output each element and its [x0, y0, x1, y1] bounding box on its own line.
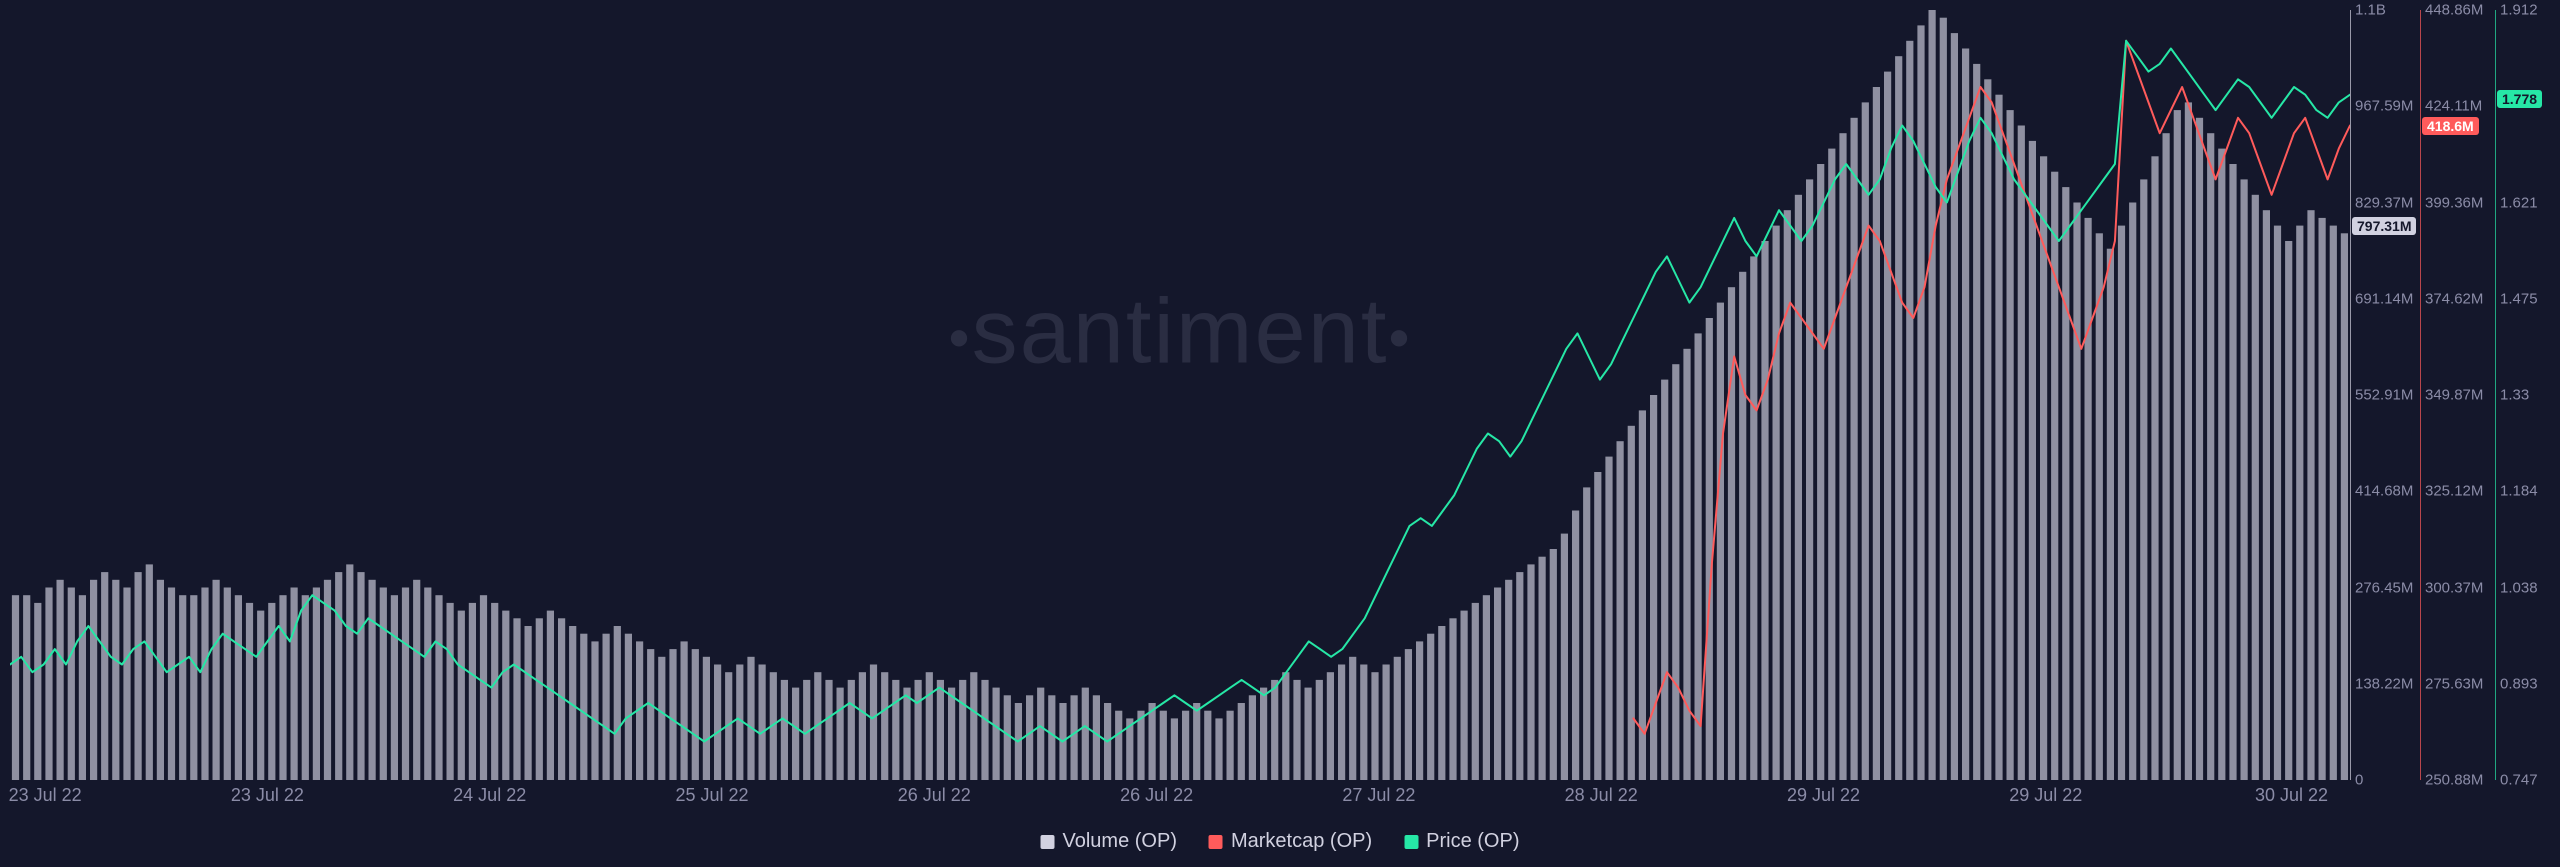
x-axis-label: 26 Jul 22 [898, 785, 971, 806]
y-tick-label: 1.1B [2355, 2, 2386, 19]
y-tick-label: 276.45M [2355, 579, 2413, 596]
y-tick-label: 399.36M [2425, 194, 2483, 211]
y-tick-label: 138.22M [2355, 675, 2413, 692]
y-tick-label: 448.86M [2425, 2, 2483, 19]
y-tick-label: 250.88M [2425, 772, 2483, 789]
x-axis-label: 29 Jul 22 [1787, 785, 1860, 806]
x-axis-label: 29 Jul 22 [2009, 785, 2082, 806]
y-tick-label: 349.87M [2425, 387, 2483, 404]
legend-item[interactable]: Volume (OP) [1041, 830, 1177, 853]
y-tick-label: 829.37M [2355, 194, 2413, 211]
y-tick-label: 1.33 [2500, 387, 2529, 404]
x-axis-label: 23 Jul 22 [231, 785, 304, 806]
x-axis-label: 26 Jul 22 [1120, 785, 1193, 806]
x-axis-label: 30 Jul 22 [2255, 785, 2328, 806]
y-tick-label: 1.475 [2500, 290, 2538, 307]
y-axes-group: 1.1B967.59M829.37M691.14M552.91M414.68M2… [2355, 10, 2555, 780]
chart-svg [10, 10, 2350, 780]
x-axis-label: 24 Jul 22 [453, 785, 526, 806]
y-tick-label: 0.893 [2500, 675, 2538, 692]
y-tick-label: 552.91M [2355, 387, 2413, 404]
y-tick-label: 424.11M [2425, 98, 2482, 115]
y-tick-label: 1.912 [2500, 2, 2538, 19]
current-value-badge: 1.778 [2497, 90, 2542, 108]
y-tick-label: 967.59M [2355, 98, 2413, 115]
y-tick-label: 1.184 [2500, 483, 2538, 500]
y-tick-label: 0 [2355, 772, 2363, 789]
x-axis-label: 23 Jul 22 [9, 785, 82, 806]
x-axis-label: 27 Jul 22 [1342, 785, 1415, 806]
legend: Volume (OP) Marketcap (OP) Price (OP) [1041, 830, 1520, 853]
y-tick-label: 0.747 [2500, 772, 2538, 789]
x-axis-label: 28 Jul 22 [1565, 785, 1638, 806]
y-tick-label: 325.12M [2425, 483, 2483, 500]
y-tick-label: 1.038 [2500, 579, 2538, 596]
legend-item[interactable]: Price (OP) [1404, 830, 1519, 853]
y-tick-label: 300.37M [2425, 579, 2483, 596]
x-axis: 23 Jul 22 23 Jul 22 24 Jul 22 25 Jul 22 26 J… [10, 785, 2350, 805]
y-tick-label: 1.621 [2500, 194, 2538, 211]
legend-swatch [1404, 835, 1418, 849]
y-tick-label: 691.14M [2355, 290, 2413, 307]
current-value-badge: 418.6M [2422, 117, 2479, 135]
y-tick-label: 275.63M [2425, 675, 2483, 692]
legend-label: Volume (OP) [1063, 830, 1177, 853]
current-value-badge: 797.31M [2352, 217, 2416, 235]
chart-area[interactable]: •santiment• [10, 10, 2350, 780]
legend-swatch [1209, 835, 1223, 849]
y-tick-label: 374.62M [2425, 290, 2483, 307]
legend-label: Price (OP) [1426, 830, 1519, 853]
legend-item[interactable]: Marketcap (OP) [1209, 830, 1372, 853]
x-axis-label: 25 Jul 22 [675, 785, 748, 806]
legend-label: Marketcap (OP) [1231, 830, 1372, 853]
y-tick-label: 414.68M [2355, 483, 2413, 500]
legend-swatch [1041, 835, 1055, 849]
volume-bars [12, 10, 2348, 780]
